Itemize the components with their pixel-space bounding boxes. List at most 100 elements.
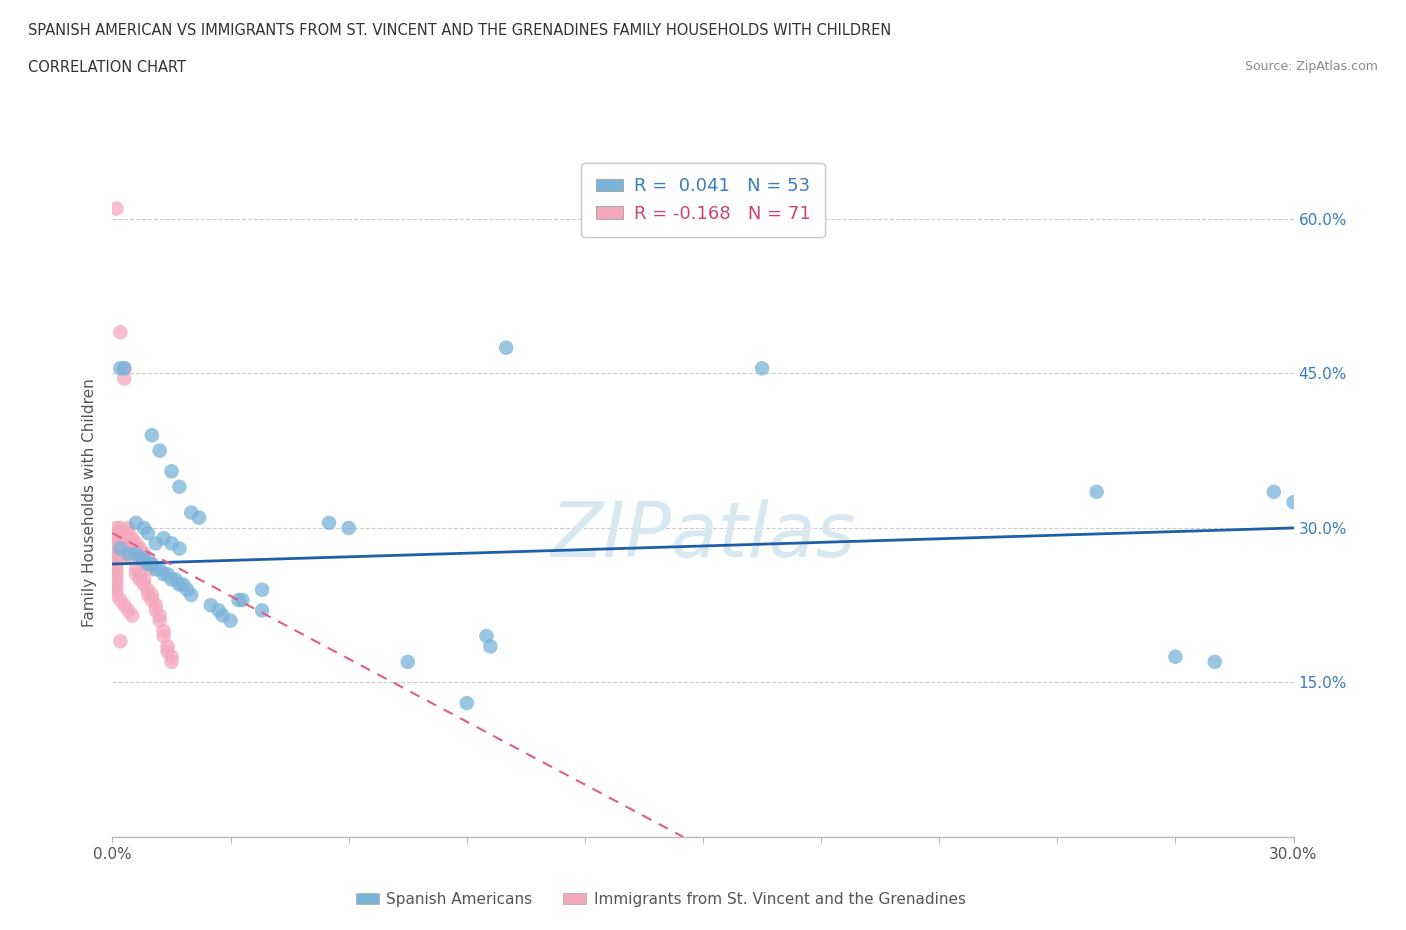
- Point: [129, 541, 152, 556]
- Point: [200, 598, 222, 613]
- Point: [125, 515, 148, 530]
- Point: [160, 536, 183, 551]
- Point: [141, 428, 163, 443]
- Point: [117, 546, 139, 561]
- Point: [129, 572, 152, 587]
- Point: [112, 541, 135, 556]
- Point: [112, 361, 135, 376]
- Point: [1164, 649, 1187, 664]
- Point: [1085, 485, 1108, 499]
- Point: [1263, 485, 1285, 499]
- Point: [110, 361, 132, 376]
- Point: [479, 639, 502, 654]
- Point: [110, 541, 132, 556]
- Point: [495, 340, 517, 355]
- Point: [105, 521, 128, 536]
- Point: [110, 531, 132, 546]
- Point: [132, 572, 155, 587]
- Point: [188, 511, 211, 525]
- Point: [110, 541, 132, 556]
- Point: [105, 201, 128, 216]
- Point: [105, 567, 128, 582]
- Legend: R =  0.041   N = 53, R = -0.168   N = 71: R = 0.041 N = 53, R = -0.168 N = 71: [581, 163, 825, 237]
- Point: [110, 546, 132, 561]
- Point: [145, 603, 167, 618]
- Point: [132, 551, 155, 566]
- Point: [160, 464, 183, 479]
- Point: [110, 592, 132, 607]
- Point: [141, 588, 163, 603]
- Point: [129, 546, 152, 561]
- Point: [1282, 495, 1305, 510]
- Point: [117, 603, 139, 618]
- Point: [172, 578, 194, 592]
- Point: [176, 582, 198, 597]
- Point: [160, 655, 183, 670]
- Point: [152, 531, 174, 546]
- Point: [105, 562, 128, 577]
- Point: [160, 572, 183, 587]
- Point: [219, 613, 242, 628]
- Point: [136, 582, 159, 597]
- Point: [250, 582, 273, 597]
- Point: [105, 541, 128, 556]
- Point: [117, 541, 139, 556]
- Point: [169, 479, 191, 494]
- Point: [180, 505, 202, 520]
- Point: [337, 521, 360, 536]
- Point: [110, 525, 132, 540]
- Point: [125, 541, 148, 556]
- Point: [112, 546, 135, 561]
- Point: [250, 603, 273, 618]
- Point: [105, 525, 128, 540]
- Point: [105, 531, 128, 546]
- Point: [169, 578, 191, 592]
- Point: [117, 546, 139, 561]
- Point: [110, 634, 132, 649]
- Point: [169, 541, 191, 556]
- Point: [110, 536, 132, 551]
- Point: [208, 603, 231, 618]
- Point: [318, 515, 340, 530]
- Point: [105, 588, 128, 603]
- Point: [105, 578, 128, 592]
- Point: [141, 556, 163, 571]
- Point: [165, 572, 187, 587]
- Point: [156, 639, 179, 654]
- Text: SPANISH AMERICAN VS IMMIGRANTS FROM ST. VINCENT AND THE GRENADINES FAMILY HOUSEH: SPANISH AMERICAN VS IMMIGRANTS FROM ST. …: [28, 23, 891, 38]
- Point: [105, 582, 128, 597]
- Point: [117, 521, 139, 536]
- Point: [145, 598, 167, 613]
- Point: [125, 567, 148, 582]
- Point: [112, 361, 135, 376]
- Text: CORRELATION CHART: CORRELATION CHART: [28, 60, 186, 75]
- Point: [125, 536, 148, 551]
- Point: [141, 562, 163, 577]
- Point: [121, 531, 143, 546]
- Point: [156, 567, 179, 582]
- Point: [228, 592, 250, 607]
- Point: [121, 608, 143, 623]
- Point: [112, 598, 135, 613]
- Point: [136, 556, 159, 571]
- Point: [149, 608, 172, 623]
- Point: [136, 588, 159, 603]
- Point: [141, 592, 163, 607]
- Point: [105, 572, 128, 587]
- Point: [125, 546, 148, 561]
- Point: [110, 325, 132, 339]
- Point: [132, 578, 155, 592]
- Point: [121, 551, 143, 566]
- Legend: Spanish Americans, Immigrants from St. Vincent and the Grenadines: Spanish Americans, Immigrants from St. V…: [350, 886, 972, 913]
- Point: [149, 613, 172, 628]
- Point: [117, 525, 139, 540]
- Point: [152, 623, 174, 638]
- Point: [132, 551, 155, 566]
- Point: [231, 592, 253, 607]
- Point: [751, 361, 773, 376]
- Y-axis label: Family Households with Children: Family Households with Children: [82, 378, 97, 627]
- Point: [136, 556, 159, 571]
- Point: [121, 546, 143, 561]
- Point: [141, 556, 163, 571]
- Point: [110, 551, 132, 566]
